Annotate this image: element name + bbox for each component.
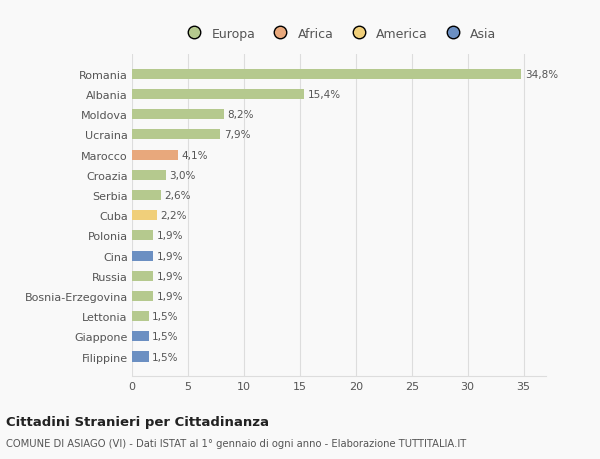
Bar xyxy=(132,211,157,221)
Bar xyxy=(132,271,153,281)
Bar xyxy=(132,70,521,80)
Bar xyxy=(132,311,149,321)
Bar xyxy=(132,251,153,261)
Legend: Europa, Africa, America, Asia: Europa, Africa, America, Asia xyxy=(176,23,502,46)
Text: 3,0%: 3,0% xyxy=(169,170,195,180)
Text: 34,8%: 34,8% xyxy=(525,70,558,80)
Bar xyxy=(132,150,178,160)
Bar xyxy=(132,90,304,100)
Bar xyxy=(132,170,166,180)
Bar xyxy=(132,231,153,241)
Text: 1,5%: 1,5% xyxy=(152,312,179,321)
Text: 1,9%: 1,9% xyxy=(157,231,183,241)
Text: 7,9%: 7,9% xyxy=(224,130,250,140)
Text: COMUNE DI ASIAGO (VI) - Dati ISTAT al 1° gennaio di ogni anno - Elaborazione TUT: COMUNE DI ASIAGO (VI) - Dati ISTAT al 1°… xyxy=(6,438,466,448)
Text: 8,2%: 8,2% xyxy=(227,110,254,120)
Bar xyxy=(132,291,153,302)
Text: 2,6%: 2,6% xyxy=(164,190,191,201)
Bar xyxy=(132,130,220,140)
Bar xyxy=(132,110,224,120)
Bar xyxy=(132,352,149,362)
Text: Cittadini Stranieri per Cittadinanza: Cittadini Stranieri per Cittadinanza xyxy=(6,415,269,428)
Text: 1,5%: 1,5% xyxy=(152,352,179,362)
Bar xyxy=(132,331,149,341)
Text: 2,2%: 2,2% xyxy=(160,211,187,221)
Text: 1,5%: 1,5% xyxy=(152,331,179,341)
Text: 1,9%: 1,9% xyxy=(157,271,183,281)
Text: 4,1%: 4,1% xyxy=(181,150,208,160)
Text: 1,9%: 1,9% xyxy=(157,251,183,261)
Text: 15,4%: 15,4% xyxy=(308,90,341,100)
Bar xyxy=(132,190,161,201)
Text: 1,9%: 1,9% xyxy=(157,291,183,301)
